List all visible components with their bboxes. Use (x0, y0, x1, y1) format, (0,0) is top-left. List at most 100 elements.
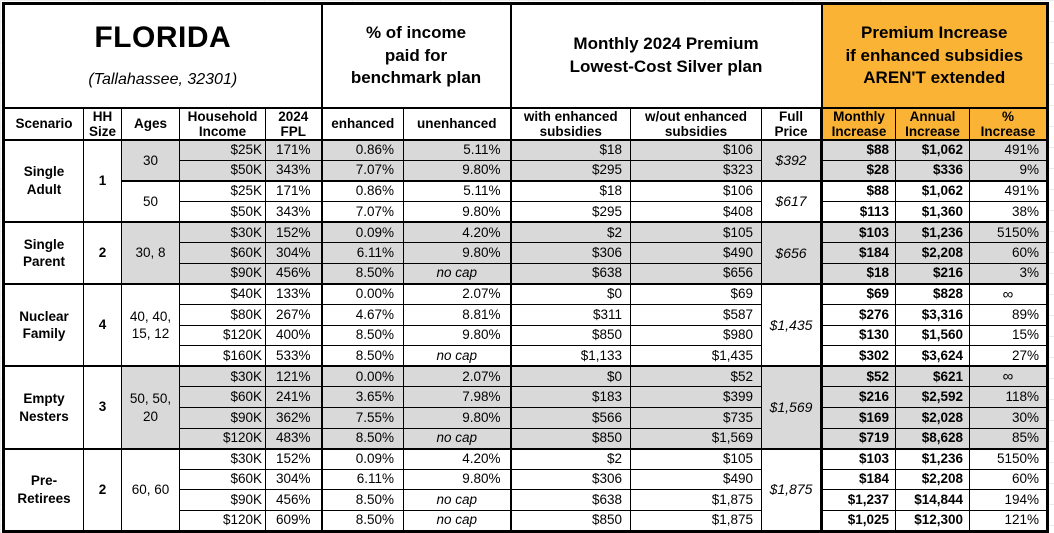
household-income: $90K (179, 407, 266, 429)
full-price: $392 (761, 138, 823, 182)
pct-increase: 60% (969, 468, 1048, 491)
unenhanced-percent: no cap (403, 262, 512, 285)
scenario-label: Empty Nesters (3, 365, 84, 450)
monthly-increase: $719 (821, 427, 896, 450)
full-price: $1,569 (761, 365, 823, 450)
col-header-hh-size: HH Size (83, 107, 122, 141)
annual-increase: $1,062 (895, 138, 970, 161)
household-income: $30K (179, 447, 266, 470)
household-income: $25K (179, 138, 266, 161)
table-header-group-row: FLORIDA (Tallahassee, 32301) % of income… (2, 2, 1049, 109)
unenhanced-percent: 9.80% (403, 407, 512, 429)
annual-increase: $828 (895, 282, 970, 306)
pct-increase: 27% (969, 345, 1048, 367)
premium-group-header: Monthly 2024 Premium Lowest-Cost Silver … (509, 2, 823, 109)
state-name: FLORIDA (94, 21, 232, 55)
annual-increase: $1,560 (895, 324, 970, 347)
col-header-without-subsidies: w/out enhanced subsidies (630, 107, 762, 141)
pct-increase: 3% (969, 262, 1048, 285)
household-income: $60K (179, 468, 266, 491)
premium-without-subsidies: $735 (630, 407, 762, 429)
pct-increase: 85% (969, 427, 1048, 450)
fpl-percent: 241% (265, 386, 323, 408)
unenhanced-percent: 9.80% (403, 201, 512, 223)
pct-increase: 15% (969, 324, 1048, 347)
scenario-label: Nuclear Family (3, 282, 84, 367)
pct-increase: 118% (969, 386, 1048, 408)
premium-without-subsidies: $1,435 (630, 345, 762, 367)
col-header-household-income: Household Income (179, 107, 266, 141)
monthly-increase: $302 (821, 345, 896, 367)
fpl-percent: 121% (265, 365, 323, 388)
enhanced-percent: 6.11% (321, 242, 404, 264)
pct-increase: 60% (969, 242, 1048, 264)
pct-increase: 89% (969, 304, 1048, 326)
enhanced-percent: 8.50% (321, 509, 404, 532)
enhanced-percent: 8.50% (321, 345, 404, 367)
premium-without-subsidies: $408 (630, 201, 762, 223)
household-income: $25K (179, 179, 266, 203)
fpl-percent: 533% (265, 345, 323, 367)
table-row: Single Adult 1 30 $25K 171% 0.86% 5.11% $18 $106… (3, 138, 1048, 223)
pct-increase: 9% (969, 159, 1048, 182)
annual-increase: $2,028 (895, 407, 970, 429)
unenhanced-percent: 4.20% (403, 447, 512, 470)
enhanced-percent: 7.07% (321, 201, 404, 223)
unenhanced-percent: 9.80% (403, 242, 512, 264)
table-row: $50K 343% 7.07% 9.80% $295 $408 $113 $1,360 38% (4, 201, 1048, 223)
premium-without-subsidies: $1,875 (630, 489, 762, 511)
fpl-percent: 304% (265, 242, 323, 264)
household-income: $50K (179, 159, 266, 182)
premium-without-subsidies: $656 (630, 262, 762, 285)
ages: 30 (121, 138, 180, 182)
col-header-full-price: Full Price (761, 107, 823, 141)
annual-increase: $14,844 (895, 489, 970, 511)
premium-with-subsidies: $0 (510, 365, 631, 388)
premium-without-subsidies: $980 (630, 324, 762, 347)
pct-increase: 121% (969, 509, 1048, 532)
col-header-annual-increase: Annual Increase (895, 107, 970, 141)
premium-with-subsidies: $18 (510, 138, 631, 161)
fpl-percent: 456% (265, 262, 323, 285)
monthly-increase: $1,025 (821, 509, 896, 532)
monthly-increase: $276 (821, 304, 896, 326)
premium-with-subsidies: $566 (510, 407, 631, 429)
fpl-percent: 152% (265, 221, 323, 244)
enhanced-percent: 7.07% (321, 159, 404, 182)
scenario-label: Single Parent (3, 221, 84, 285)
premium-without-subsidies: $323 (630, 159, 762, 182)
premium-with-subsidies: $18 (510, 179, 631, 203)
table-row: $50K 343% 7.07% 9.80% $295 $323 $28 $336 9% (4, 159, 1048, 182)
location-subtitle: (Tallahassee, 32301) (88, 71, 238, 89)
household-income: $90K (179, 262, 266, 285)
unenhanced-percent: 5.11% (403, 179, 512, 203)
table-row: $90K 456% 8.50% no cap $638 $1,875 $1,237 $14,8… (4, 489, 1048, 511)
col-header-ages: Ages (121, 107, 180, 141)
pct-increase: ∞ (969, 365, 1048, 388)
annual-increase: $621 (895, 365, 970, 388)
household-income: $30K (179, 221, 266, 244)
table-body: Single Adult 1 30 $25K 171% 0.86% 5.11% $18 $106… (3, 138, 1048, 532)
premium-without-subsidies: $399 (630, 386, 762, 408)
household-income: $90K (179, 489, 266, 511)
unenhanced-percent: 2.07% (403, 282, 512, 306)
household-income: $160K (179, 345, 266, 367)
enhanced-percent: 8.50% (321, 427, 404, 450)
annual-increase: $1,062 (895, 179, 970, 203)
enhanced-percent: 0.09% (321, 447, 404, 470)
monthly-increase: $216 (821, 386, 896, 408)
annual-increase: $1,236 (895, 221, 970, 244)
table-title: FLORIDA (Tallahassee, 32301) (2, 2, 323, 109)
ages: 50 (121, 179, 180, 223)
fpl-percent: 456% (265, 489, 323, 511)
premium-with-subsidies: $306 (510, 242, 631, 264)
monthly-increase: $130 (821, 324, 896, 347)
col-header-fpl: 2024 FPL (265, 107, 323, 141)
premium-with-subsidies: $311 (510, 304, 631, 326)
annual-increase: $1,236 (895, 447, 970, 470)
fpl-percent: 171% (265, 179, 323, 203)
premium-without-subsidies: $490 (630, 242, 762, 264)
unenhanced-percent: 9.80% (403, 159, 512, 182)
